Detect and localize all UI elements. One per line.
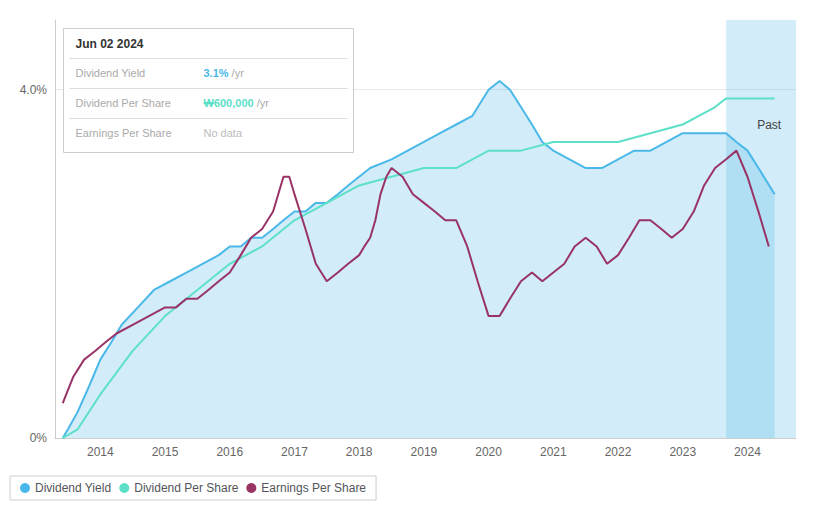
svg-text:2021: 2021 (540, 445, 567, 459)
svg-text:Dividend Per Share: Dividend Per Share (134, 481, 238, 495)
svg-text:Past: Past (757, 118, 782, 132)
svg-text:2018: 2018 (346, 445, 373, 459)
svg-text:Dividend Yield: Dividend Yield (35, 481, 111, 495)
svg-text:Earnings Per Share: Earnings Per Share (261, 481, 366, 495)
svg-text:2019: 2019 (411, 445, 438, 459)
svg-text:/yr: /yr (254, 97, 270, 109)
svg-text:2023: 2023 (669, 445, 696, 459)
svg-text:0%: 0% (30, 431, 48, 445)
svg-text:/yr: /yr (229, 67, 245, 79)
svg-text:No data: No data (204, 127, 243, 139)
svg-text:Earnings Per Share: Earnings Per Share (76, 127, 172, 139)
svg-text:2015: 2015 (152, 445, 179, 459)
svg-text:2017: 2017 (281, 445, 308, 459)
svg-text:3.1%: 3.1% (204, 67, 229, 79)
svg-text:2022: 2022 (605, 445, 632, 459)
svg-text:Dividend Per Share: Dividend Per Share (76, 97, 171, 109)
svg-text:2024: 2024 (734, 445, 761, 459)
svg-text:Dividend Yield: Dividend Yield (76, 67, 146, 79)
svg-text:Jun 02 2024: Jun 02 2024 (76, 37, 144, 51)
svg-text:2014: 2014 (87, 445, 114, 459)
svg-text:2016: 2016 (216, 445, 243, 459)
svg-text:₩600,000: ₩600,000 (204, 97, 254, 109)
svg-text:2020: 2020 (475, 445, 502, 459)
svg-text:4.0%: 4.0% (20, 83, 48, 97)
